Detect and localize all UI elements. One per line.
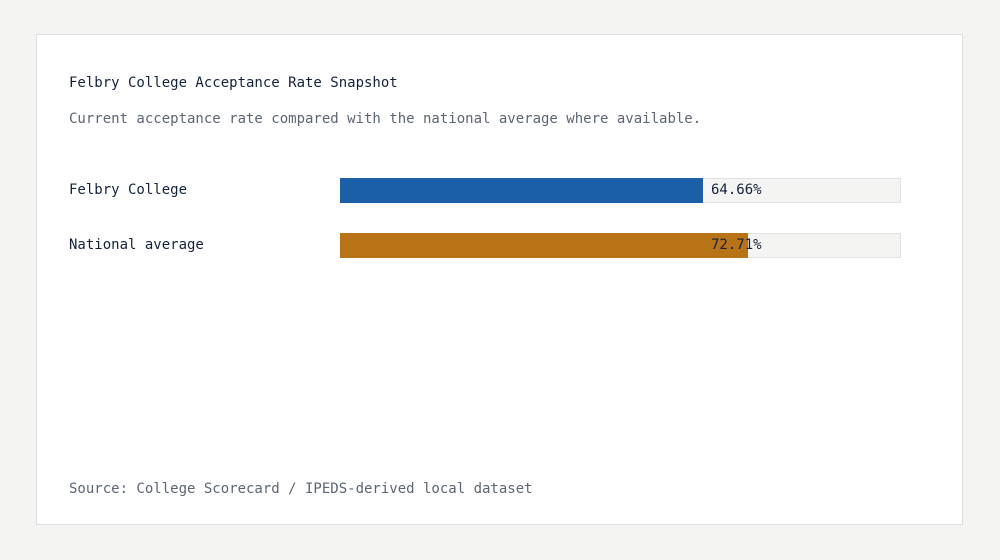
bar-0 <box>340 178 703 203</box>
bar-value-label-1: 72.71% <box>711 237 762 253</box>
source-note: Source: College Scorecard / IPEDS-derive… <box>69 481 533 497</box>
chart-subtitle: Current acceptance rate compared with th… <box>69 111 702 127</box>
bar-1 <box>340 233 748 258</box>
chart-card: Felbry College Acceptance Rate Snapshot … <box>36 34 963 525</box>
bar-label-1: National average <box>69 237 204 253</box>
chart-title: Felbry College Acceptance Rate Snapshot <box>69 75 398 91</box>
bar-label-0: Felbry College <box>69 182 188 198</box>
bar-value-label-0: 64.66% <box>711 182 762 198</box>
